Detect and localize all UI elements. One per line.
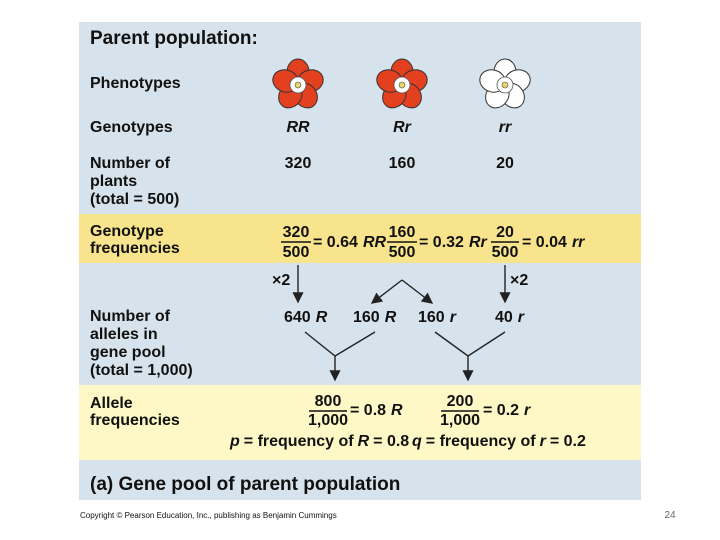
numerator: 320 [283,224,310,241]
summary: q = frequency of r = 0.2 [412,433,586,450]
summary-text: = frequency of [244,433,354,450]
allele-count: 640 R [284,309,328,326]
row-label: Genotypes [90,119,173,136]
denominator: 1,000 [308,412,348,429]
allele: r [540,433,547,450]
denominator: 500 [283,244,310,261]
row-label: Number of [90,155,171,172]
arrow [434,331,506,380]
frequency: = 0.64 RR [313,234,386,251]
allele-count: 40 r [495,309,525,326]
result: = 0.64 [313,234,358,251]
row-label: Genotype [90,223,164,240]
allele-count: 160 r [418,309,457,326]
row-label: gene pool [90,344,166,361]
allele: Rr [469,234,488,251]
count: 640 [284,309,311,326]
result: = 0.32 [419,234,464,251]
count: 160 [418,309,445,326]
multiplier: ×2 [272,272,290,289]
allele: r [524,402,531,419]
result: = 0.2 [550,433,586,450]
allele: r [450,309,457,326]
denominator: 1,000 [440,412,480,429]
row-label: Phenotypes [90,75,181,92]
denominator: 500 [389,244,416,261]
allele: rr [572,234,585,251]
genotype: Rr [393,119,412,136]
symbol: p [229,433,240,450]
numerator: 200 [447,393,474,410]
summary-text: = frequency of [426,433,536,450]
numerator: 160 [389,224,416,241]
count: 160 [353,309,380,326]
numerator: 800 [315,393,342,410]
genotype: rr [499,119,512,136]
allele-count: 160 R [353,309,397,326]
plant-count: 20 [496,155,514,172]
frequency: = 0.04 rr [522,234,585,251]
multiplier: ×2 [510,272,528,289]
row-label: (total = 1,000) [90,362,193,379]
symbol: q [412,433,422,450]
genotype-band [79,214,641,263]
allele-band [79,385,641,460]
allele: R [316,309,328,326]
title: Parent population: [90,28,258,49]
plant-count: 160 [389,155,416,172]
plant-count: 320 [285,155,312,172]
row-label: frequencies [90,412,180,429]
frequency: = 0.2 r [483,402,531,419]
allele: R [391,402,403,419]
copyright: Copyright © Pearson Education, Inc., pub… [80,511,337,520]
arrow [304,331,376,380]
frequency: = 0.8 R [350,402,403,419]
count: 40 [495,309,513,326]
row-label: Allele [90,395,133,412]
row-label: alleles in [90,326,158,343]
row-label: plants [90,173,137,190]
result: = 0.8 [373,433,409,450]
row-label: frequencies [90,240,180,257]
allele: RR [363,234,387,251]
row-label: Number of [90,308,171,325]
caption: (a) Gene pool of parent population [90,474,400,495]
allele: R [358,433,370,450]
result: = 0.04 [522,234,567,251]
genotype: RR [286,119,310,136]
frequency: = 0.32 Rr [419,234,487,251]
result: = 0.2 [483,402,519,419]
result: = 0.8 [350,402,386,419]
page-number: 24 [664,510,676,521]
denominator: 500 [492,244,519,261]
row-label: (total = 500) [90,191,179,208]
arrow [370,279,403,304]
allele: r [518,309,525,326]
summary: p = frequency of R = 0.8 [229,433,409,450]
allele: R [385,309,397,326]
arrow [401,279,434,304]
numerator: 20 [496,224,514,241]
